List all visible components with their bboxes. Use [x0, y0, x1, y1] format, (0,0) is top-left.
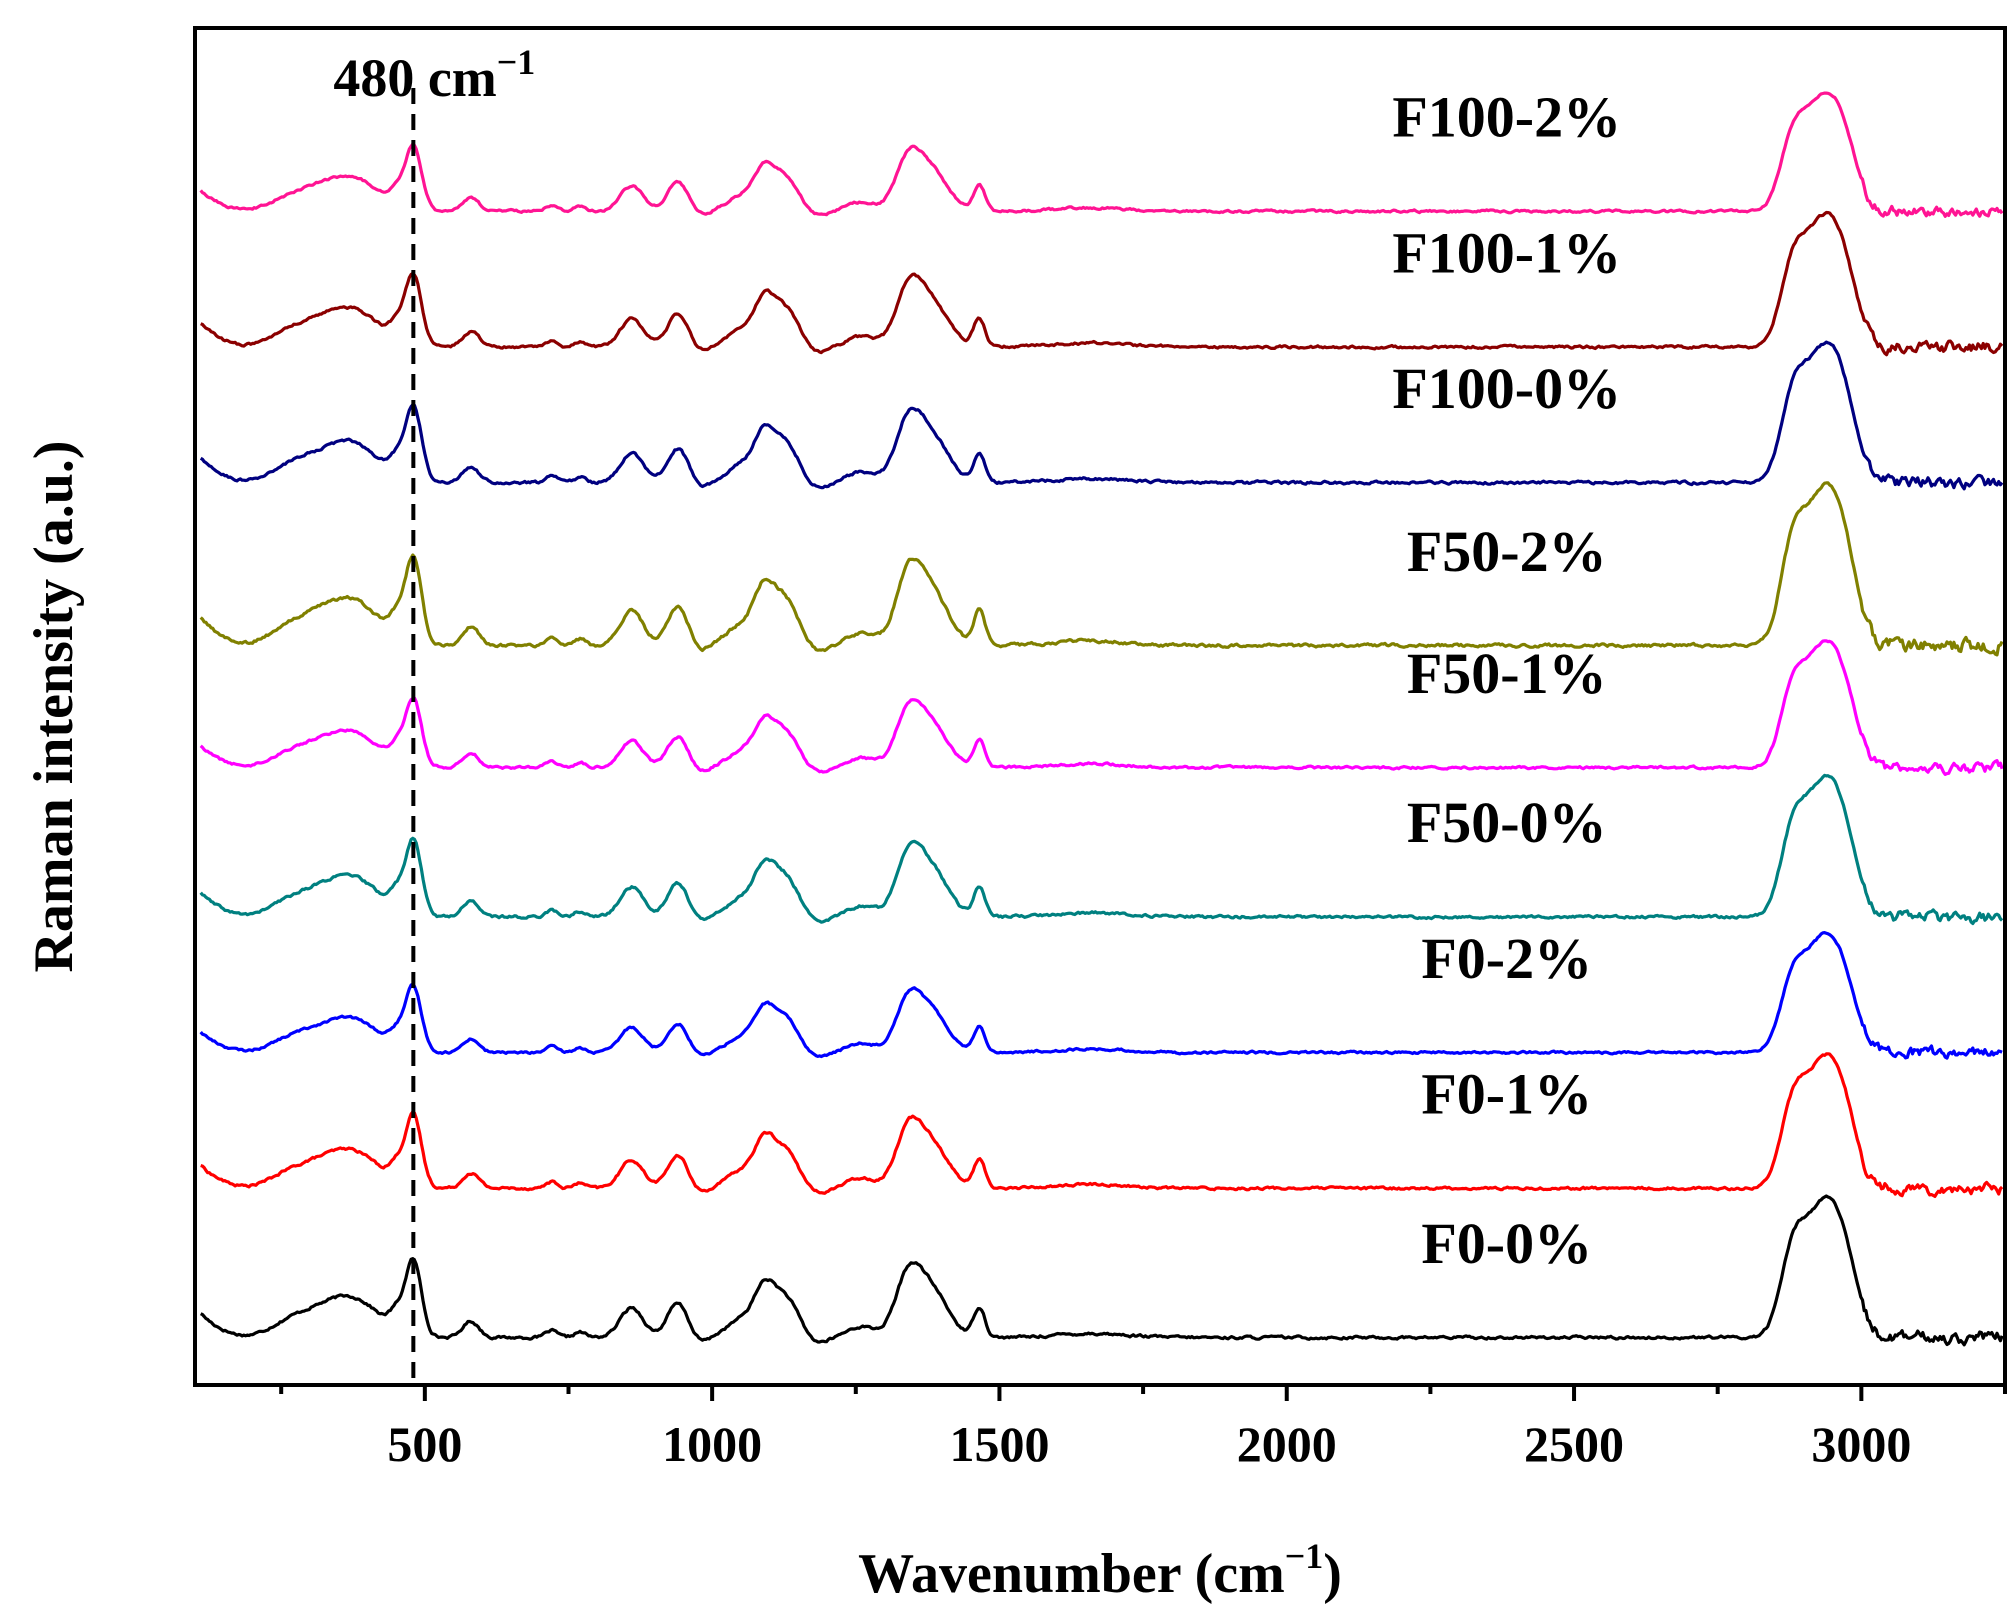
x-tick-label: 2000 [1237, 1416, 1337, 1472]
series-label: F50-2% [1407, 519, 1607, 584]
series-labels: F0-0% F0-1% F0-2% F50-0% F50-1% F50-2% F100-0%… [1392, 85, 1621, 1276]
x-axis-title-text: Wavenumber (cm [858, 1543, 1285, 1605]
series-label: F0-1% [1421, 1062, 1592, 1127]
series-line-f100-1pct [200, 210, 2004, 357]
series-label: F50-1% [1407, 641, 1607, 706]
x-axis: 500 1000 1500 2000 2500 3000 [279, 1385, 2007, 1472]
x-tick-label: 1000 [662, 1416, 762, 1472]
x-axis-title: Wavenumber (cm−1) [858, 1536, 1342, 1605]
plot-frame [193, 26, 2007, 1387]
series-label: F100-2% [1392, 85, 1621, 150]
series-line-f50-0pct [199, 773, 2004, 926]
series-line-f0-2pct [199, 931, 2003, 1060]
series-label: F0-2% [1421, 926, 1592, 991]
series-line-f50-2pct [199, 481, 2004, 657]
x-tick-label: 2500 [1524, 1416, 1624, 1472]
annotation-text: 480 cm [333, 48, 496, 108]
series-group [199, 91, 2004, 1347]
series-line-f50-1pct [199, 639, 2004, 776]
annotation-sup: −1 [497, 42, 536, 82]
x-axis-title-close: ) [1323, 1543, 1342, 1605]
series-label: F100-0% [1392, 356, 1621, 421]
series-label: F0-0% [1421, 1211, 1592, 1276]
x-axis-title-sup: −1 [1285, 1536, 1324, 1576]
series-line-f100-0pct [199, 340, 2004, 491]
x-tick-label: 500 [387, 1416, 462, 1472]
series-label: F100-1% [1392, 220, 1621, 285]
series-label: F50-0% [1407, 790, 1607, 855]
series-line-f0-0pct [199, 1194, 2004, 1347]
x-tick-label: 3000 [1811, 1416, 1911, 1472]
annotation-label: 480 cm−1 [333, 42, 535, 108]
x-tick-label: 1500 [949, 1416, 1049, 1472]
series-line-f100-2pct [199, 91, 2004, 218]
y-axis-title: Raman intensity (a.u.) [23, 440, 85, 972]
series-line-f0-1pct [200, 1052, 2004, 1198]
